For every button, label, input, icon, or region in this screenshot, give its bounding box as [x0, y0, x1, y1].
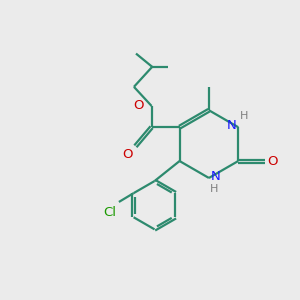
Text: O: O — [133, 100, 143, 112]
Text: O: O — [267, 154, 277, 167]
Text: H: H — [240, 111, 248, 121]
Text: N: N — [211, 170, 221, 183]
Text: H: H — [210, 184, 219, 194]
Text: O: O — [122, 148, 133, 161]
Text: N: N — [227, 119, 237, 132]
Text: Cl: Cl — [103, 206, 116, 218]
